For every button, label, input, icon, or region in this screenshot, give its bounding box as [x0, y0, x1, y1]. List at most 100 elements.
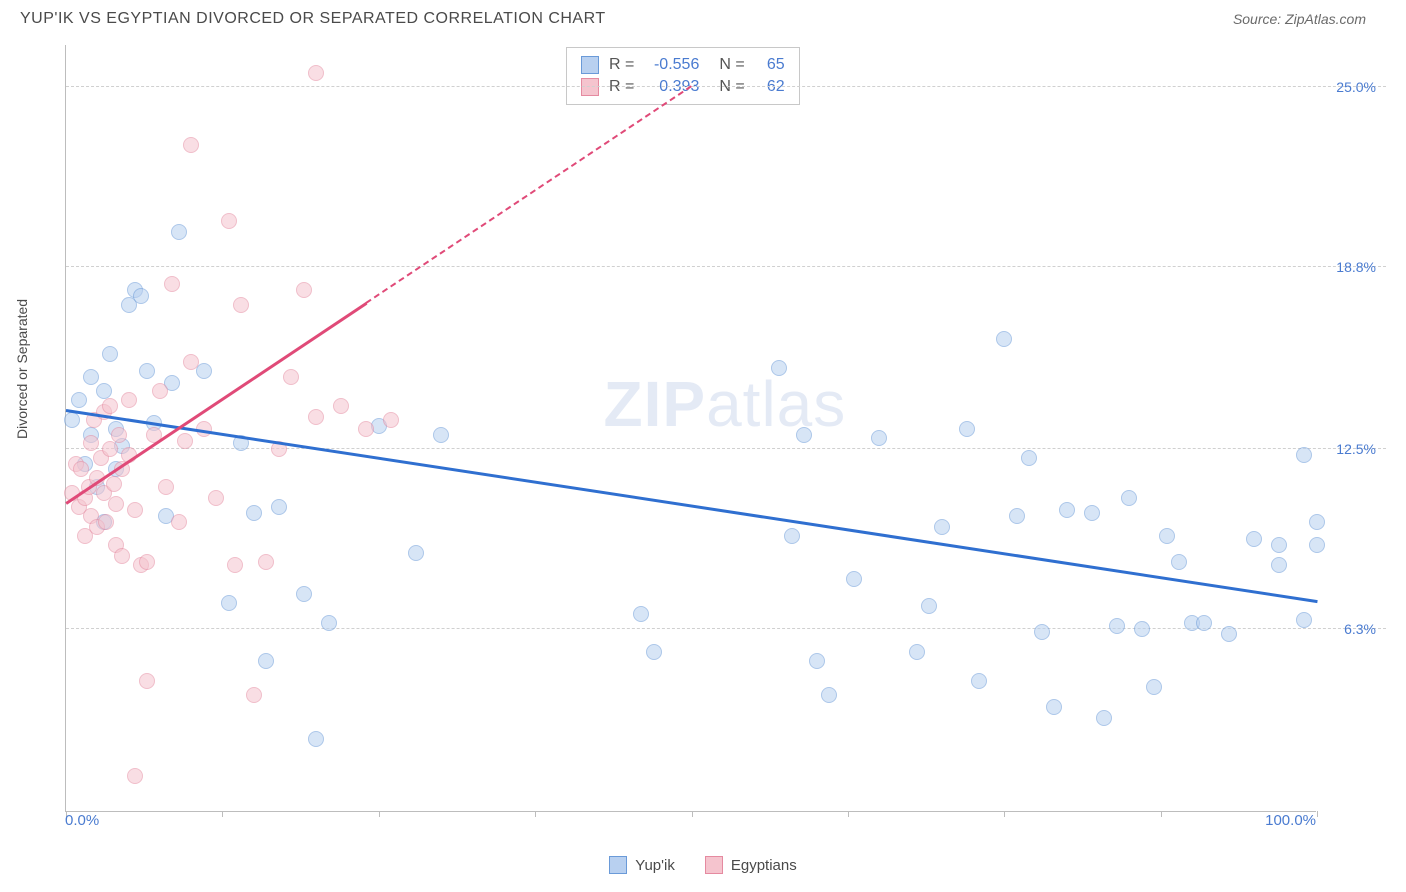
stat-r-label: R =	[609, 56, 634, 74]
data-point	[921, 598, 937, 614]
x-axis-max-label: 100.0%	[1265, 812, 1316, 829]
data-point	[934, 519, 950, 535]
data-point	[308, 731, 324, 747]
data-point	[83, 435, 99, 451]
data-point	[133, 288, 149, 304]
data-point	[177, 433, 193, 449]
gridline	[66, 266, 1386, 267]
data-point	[233, 297, 249, 313]
data-point	[114, 548, 130, 564]
data-point	[1196, 615, 1212, 631]
data-point	[1121, 490, 1137, 506]
x-axis-min-label: 0.0%	[65, 812, 99, 829]
y-tick-label: 6.3%	[1344, 621, 1376, 637]
data-point	[1096, 710, 1112, 726]
data-point	[64, 412, 80, 428]
data-point	[646, 644, 662, 660]
data-point	[1309, 514, 1325, 530]
data-point	[258, 554, 274, 570]
stat-n-value: 65	[755, 56, 785, 74]
data-point	[139, 554, 155, 570]
data-point	[183, 354, 199, 370]
data-point	[358, 421, 374, 437]
data-point	[171, 514, 187, 530]
data-point	[1021, 450, 1037, 466]
data-point	[321, 615, 337, 631]
watermark-rest: atlas	[706, 368, 846, 440]
data-point	[71, 392, 87, 408]
chart-area: Divorced or Separated ZIPatlas R =-0.556…	[20, 45, 1386, 832]
data-point	[1171, 554, 1187, 570]
plot-region: ZIPatlas R =-0.556N =65R =0.393N =62 6.3…	[65, 45, 1316, 812]
data-point	[1271, 537, 1287, 553]
legend-label: Egyptians	[731, 857, 797, 874]
data-point	[1246, 531, 1262, 547]
data-point	[1309, 537, 1325, 553]
data-point	[102, 398, 118, 414]
data-point	[784, 528, 800, 544]
legend-item: Egyptians	[705, 856, 797, 874]
data-point	[1034, 624, 1050, 640]
data-point	[121, 392, 137, 408]
data-point	[971, 673, 987, 689]
data-point	[1134, 621, 1150, 637]
data-point	[108, 496, 124, 512]
legend-swatch	[609, 856, 627, 874]
source-value: ZipAtlas.com	[1285, 11, 1366, 27]
data-point	[83, 369, 99, 385]
trend-line	[366, 86, 692, 304]
data-point	[258, 653, 274, 669]
data-point	[996, 331, 1012, 347]
data-point	[1271, 557, 1287, 573]
data-point	[771, 360, 787, 376]
y-tick-label: 12.5%	[1336, 441, 1376, 457]
data-point	[111, 427, 127, 443]
stats-row: R =-0.556N =65	[581, 54, 785, 76]
data-point	[221, 595, 237, 611]
data-point	[171, 224, 187, 240]
data-point	[1009, 508, 1025, 524]
data-point	[296, 586, 312, 602]
legend-item: Yup'ik	[609, 856, 675, 874]
data-point	[633, 606, 649, 622]
x-tick	[1317, 811, 1318, 817]
data-point	[246, 505, 262, 521]
watermark-bold: ZIP	[604, 368, 707, 440]
gridline	[66, 86, 1386, 87]
data-point	[158, 479, 174, 495]
data-point	[909, 644, 925, 660]
data-point	[796, 427, 812, 443]
data-point	[1296, 447, 1312, 463]
data-point	[846, 571, 862, 587]
data-point	[959, 421, 975, 437]
data-point	[98, 514, 114, 530]
data-point	[139, 363, 155, 379]
chart-header: YUP'IK VS EGYPTIAN DIVORCED OR SEPARATED…	[0, 0, 1406, 33]
data-point	[1221, 626, 1237, 642]
data-point	[1109, 618, 1125, 634]
data-point	[208, 490, 224, 506]
source-attribution: Source: ZipAtlas.com	[1233, 11, 1366, 27]
data-point	[102, 441, 118, 457]
series-legend: Yup'ik Egyptians	[0, 856, 1406, 874]
data-point	[333, 398, 349, 414]
data-point	[152, 383, 168, 399]
data-point	[139, 673, 155, 689]
data-point	[408, 545, 424, 561]
data-point	[283, 369, 299, 385]
source-label: Source:	[1233, 11, 1281, 27]
data-point	[871, 430, 887, 446]
data-point	[383, 412, 399, 428]
stat-r-value: -0.556	[644, 56, 699, 74]
data-point	[221, 213, 237, 229]
data-point	[1046, 699, 1062, 715]
data-point	[127, 768, 143, 784]
data-point	[73, 461, 89, 477]
chart-title: YUP'IK VS EGYPTIAN DIVORCED OR SEPARATED…	[20, 10, 606, 28]
data-point	[106, 476, 122, 492]
x-axis-labels: 0.0% 100.0%	[65, 812, 1316, 837]
legend-swatch	[705, 856, 723, 874]
data-point	[164, 276, 180, 292]
y-axis-label: Divorced or Separated	[14, 298, 30, 438]
data-point	[102, 346, 118, 362]
